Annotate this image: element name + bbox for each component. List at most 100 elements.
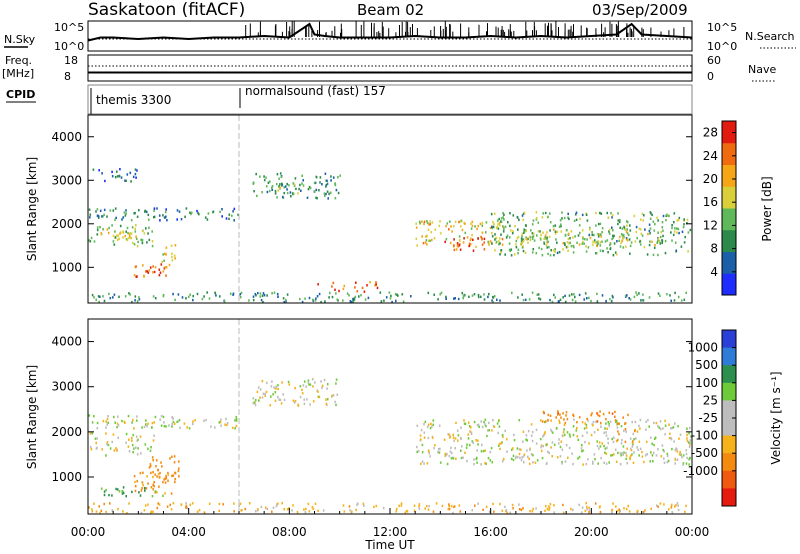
- heatmap-cell: [285, 300, 287, 303]
- heatmap-cell: [135, 446, 137, 449]
- heatmap-cell: [674, 227, 676, 230]
- heatmap-cell: [431, 436, 434, 440]
- heatmap-cell: [128, 438, 130, 441]
- heatmap-cell: [151, 456, 154, 459]
- heatmap-cell: [571, 298, 574, 302]
- heatmap-cell: [286, 293, 289, 296]
- heatmap-cell: [676, 502, 679, 505]
- heatmap-cell: [631, 453, 633, 456]
- heatmap-cell: [633, 438, 635, 441]
- heatmap-cell: [151, 244, 154, 248]
- heatmap-cell: [334, 197, 337, 200]
- heatmap-cell: [482, 508, 484, 511]
- heatmap-cell: [252, 295, 255, 298]
- heatmap-cell: [484, 423, 486, 426]
- heatmap-cell: [277, 295, 279, 298]
- heatmap-cell: [107, 443, 110, 447]
- heatmap-cell: [239, 502, 242, 505]
- heatmap-cell: [498, 240, 500, 243]
- heatmap-cell: [189, 293, 191, 296]
- heatmap-cell: [540, 444, 543, 447]
- heatmap-cell: [293, 401, 296, 404]
- heatmap-cell: [332, 281, 335, 285]
- heatmap-cell: [427, 228, 430, 231]
- heatmap-cell: [525, 229, 527, 232]
- heatmap-cell: [559, 298, 562, 301]
- heatmap-cell: [134, 227, 136, 230]
- heatmap-cell: [129, 232, 132, 235]
- nave-label: Nave: [748, 63, 776, 76]
- heatmap-cell: [435, 502, 438, 505]
- heatmap-cell: [609, 243, 611, 247]
- heatmap-cell: [487, 295, 489, 299]
- nsky-label: N.Sky: [4, 33, 36, 46]
- heatmap-cell: [280, 175, 283, 179]
- heatmap-cell: [676, 231, 678, 234]
- heatmap-cell: [612, 440, 615, 444]
- y-tick-label: 3000: [51, 380, 82, 394]
- heatmap-cell: [646, 453, 648, 456]
- heatmap-cell: [263, 178, 266, 182]
- heatmap-cell: [291, 509, 293, 512]
- heatmap-cell: [611, 454, 614, 457]
- heatmap-cell: [522, 218, 525, 222]
- heatmap-cell: [277, 502, 279, 505]
- heatmap-cell: [529, 238, 532, 242]
- heatmap-cell: [679, 433, 682, 436]
- heatmap-cell: [542, 231, 544, 234]
- heatmap-cell: [306, 398, 308, 401]
- heatmap-cell: [252, 181, 255, 184]
- heatmap-cell: [437, 450, 439, 454]
- heatmap-cell: [272, 393, 274, 396]
- heatmap-cell: [135, 237, 138, 240]
- heatmap-cell: [207, 212, 210, 215]
- heatmap-cell: [665, 218, 667, 222]
- freq-unit-label: [MHz]: [2, 67, 34, 80]
- heatmap-cell: [608, 228, 611, 232]
- heatmap-cell: [348, 505, 351, 508]
- heatmap-cell: [670, 503, 673, 507]
- heatmap-cell: [427, 239, 430, 242]
- heatmap-cell: [312, 400, 315, 403]
- heatmap-cell: [558, 442, 560, 445]
- heatmap-cell: [185, 506, 187, 509]
- heatmap-cell: [254, 510, 257, 513]
- heatmap-cell: [482, 449, 485, 453]
- heatmap-cell: [421, 220, 423, 223]
- heatmap-cell: [312, 378, 314, 381]
- heatmap-cell: [468, 425, 471, 428]
- heatmap-cell: [129, 171, 132, 175]
- heatmap-cell: [439, 232, 442, 235]
- heatmap-cell: [439, 220, 441, 223]
- heatmap-cell: [144, 504, 147, 507]
- heatmap-cell: [662, 229, 664, 232]
- heatmap-cell: [627, 233, 630, 237]
- heatmap-cell: [459, 436, 462, 440]
- heatmap-cell: [630, 241, 633, 244]
- heatmap-cell: [132, 418, 134, 422]
- heatmap-cell: [123, 211, 126, 214]
- heatmap-cell: [557, 412, 559, 415]
- heatmap-cell: [495, 236, 498, 240]
- heatmap-cell: [518, 419, 521, 422]
- heatmap-cell: [105, 454, 107, 457]
- heatmap-cell: [673, 440, 675, 443]
- heatmap-cell: [148, 226, 150, 229]
- heatmap-cell: [477, 502, 479, 505]
- heatmap-cell: [458, 504, 461, 507]
- heatmap-cell: [531, 232, 534, 235]
- heatmap-cell: [134, 485, 137, 488]
- heatmap-cell: [587, 419, 589, 422]
- heatmap-cell: [542, 435, 544, 438]
- heatmap-cell: [481, 243, 484, 246]
- heatmap-cell: [139, 435, 142, 438]
- heatmap-cell: [153, 434, 155, 437]
- heatmap-cell: [471, 233, 473, 237]
- heatmap-cell: [572, 244, 575, 248]
- heatmap-cell: [618, 422, 620, 425]
- heatmap-cell: [155, 459, 158, 462]
- heatmap-cell: [686, 433, 688, 437]
- heatmap-cell: [686, 222, 688, 225]
- heatmap-cell: [151, 240, 154, 243]
- heatmap-cell: [656, 504, 658, 507]
